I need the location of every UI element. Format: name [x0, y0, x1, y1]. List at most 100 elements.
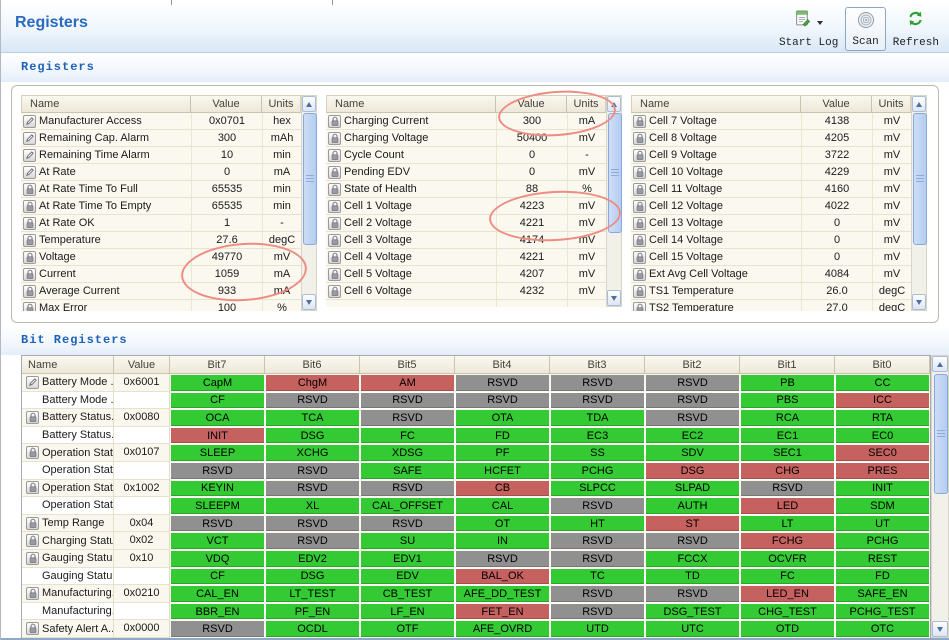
register-row[interactable]: Pending EDV 0 mV [326, 164, 606, 181]
scroll-up-button[interactable] [912, 96, 926, 112]
register-units: mA [578, 115, 596, 127]
register-row[interactable]: Cell 12 Voltage 4022 mV [631, 198, 911, 215]
register-row[interactable]: Cell 15 Voltage 0 mV [631, 249, 911, 266]
register-row[interactable]: Manufacturer Access 0x0701 hex [21, 113, 301, 130]
bit-register-row[interactable]: Battery Status... 0x0080 OCA TCA RSVD OT… [22, 409, 930, 427]
bit-register-row[interactable]: Manufacturing... BBR_EN PF_EN LF_EN FET_… [22, 602, 930, 621]
bit-register-row[interactable]: Operation Stat... RSVD RSVD SAFE HCFET P… [22, 461, 930, 480]
register-units: - [585, 149, 589, 161]
start-log-dropdown-caret[interactable] [817, 21, 824, 25]
bit-register-row[interactable]: Gauging Statu... 0x10 VDQ EDV2 EDV1 RSVD… [22, 549, 930, 568]
scroll-up-button[interactable] [607, 96, 621, 112]
register-name: Cell 9 Voltage [649, 149, 717, 161]
column-header-bit5: Bit5 [360, 356, 455, 373]
bit-register-row[interactable]: Manufacturing... 0x0210 CAL_EN LT_TEST C… [22, 585, 930, 603]
register-row[interactable] [326, 300, 606, 307]
scroll-down-button[interactable] [912, 294, 926, 310]
start-log-button[interactable]: Start Log [772, 7, 845, 51]
scroll-down-button[interactable] [932, 621, 948, 637]
register-row[interactable]: Average Current 933 mA [21, 283, 301, 300]
bit-register-row[interactable]: Charging Status 0x02 VCT RSVD SU IN RSVD… [22, 532, 930, 550]
register-row[interactable]: State of Health 88 % [326, 181, 606, 198]
register-value: 4232 [497, 283, 568, 299]
register-units: mV [578, 166, 596, 178]
register-row[interactable]: Charging Voltage 50400 mV [326, 130, 606, 147]
register-row[interactable]: Cycle Count 0 - [326, 147, 606, 164]
register-row[interactable]: Cell 9 Voltage 3722 mV [631, 147, 911, 164]
register-row[interactable]: Cell 13 Voltage 0 mV [631, 215, 911, 232]
register-value: 27.6 [192, 232, 263, 248]
register-row[interactable]: Cell 6 Voltage 4232 mV [326, 283, 606, 300]
bit-register-row[interactable]: Battery Mode ... 0x6001 CapM ChgM AM RSV… [22, 374, 930, 392]
register-row[interactable]: Cell 8 Voltage 4205 mV [631, 130, 911, 147]
register-name: Cell 4 Voltage [344, 251, 412, 263]
register-row[interactable]: Remaining Cap. Alarm 300 mAh [21, 130, 301, 147]
scrollbar[interactable] [931, 355, 949, 638]
scrollbar[interactable] [301, 95, 317, 311]
scrollbar-thumb[interactable] [608, 113, 622, 233]
register-row[interactable]: Cell 3 Voltage 4174 mV [326, 232, 606, 249]
register-row[interactable]: Temperature 27.6 degC [21, 232, 301, 249]
register-row[interactable]: Remaining Time Alarm 10 min [21, 147, 301, 164]
bit-cell-bit5: XDSG [361, 445, 454, 461]
scrollbar-thumb[interactable] [913, 113, 927, 245]
bit-register-row[interactable]: Battery Mode ... CF RSVD RSVD RSVD RSVD … [22, 391, 930, 410]
bit-register-row[interactable]: Operation Stat... SLEEPM XL CAL_OFFSET C… [22, 497, 930, 515]
bit-cell-bit2: RSVD [646, 533, 739, 549]
register-value: 0 [192, 164, 263, 180]
register-row[interactable]: Cell 5 Voltage 4207 mV [326, 266, 606, 283]
scrollbar-thumb[interactable] [934, 374, 948, 494]
register-row[interactable]: Cell 11 Voltage 4160 mV [631, 181, 911, 198]
scroll-up-button[interactable] [932, 356, 948, 372]
register-row[interactable]: Cell 14 Voltage 0 mV [631, 232, 911, 249]
bit-cell-bit7: RSVD [171, 515, 264, 532]
register-row[interactable]: TS1 Temperature 26.0 degC [631, 283, 911, 300]
register-value: 0 [497, 164, 568, 180]
register-row[interactable]: Max Error 100 % [21, 300, 301, 311]
scrollbar[interactable] [606, 95, 622, 307]
refresh-button[interactable]: Refresh [886, 7, 946, 51]
lock-icon [26, 201, 33, 211]
lock-icon [331, 235, 338, 245]
register-table-1: Name Value Units Manufacturer Access [21, 95, 317, 311]
scroll-down-button[interactable] [607, 290, 621, 306]
register-row[interactable]: Cell 2 Voltage 4221 mV [326, 215, 606, 232]
register-row[interactable]: TS2 Temperature 27.0 degC [631, 300, 911, 311]
register-row[interactable]: Cell 4 Voltage 4221 mV [326, 249, 606, 266]
bit-cell-bit7: CAL_EN [171, 586, 264, 602]
register-row[interactable]: At Rate 0 mA [21, 164, 301, 181]
register-row[interactable]: Cell 10 Voltage 4229 mV [631, 164, 911, 181]
bit-register-value: 0x10 [114, 549, 170, 568]
register-name: Ext Avg Cell Voltage [649, 268, 748, 280]
scan-button[interactable]: Scan [845, 7, 886, 51]
scroll-up-button[interactable] [302, 96, 316, 112]
bit-register-row[interactable]: Battery Status... INIT DSG FC FD EC3 EC2… [22, 426, 930, 445]
bit-register-row[interactable]: Gauging Statu... CF DSG EDV BAL_OK TC TD… [22, 567, 930, 586]
row-access-icon [23, 284, 36, 298]
row-access-icon [633, 216, 646, 230]
row-access-icon [633, 165, 646, 179]
bit-cell-bit0: REST [836, 550, 929, 567]
bit-register-row[interactable]: Operation Stat... 0x0107 SLEEP XCHG XDSG… [22, 444, 930, 462]
register-row[interactable]: At Rate Time To Empty 65535 min [21, 198, 301, 215]
down-arrow-icon [916, 299, 922, 305]
register-row[interactable]: Cell 1 Voltage 4223 mV [326, 198, 606, 215]
bit-register-row[interactable]: Safety Alert A... 0x0000 RSVD OCDL OTF A… [22, 620, 930, 638]
register-row[interactable]: Voltage 49770 mV [21, 249, 301, 266]
register-value: 1 [192, 215, 263, 231]
bit-register-name: Operation Stat... [42, 499, 113, 512]
register-row[interactable]: At Rate Time To Full 65535 min [21, 181, 301, 198]
register-row[interactable]: Current 1059 mA [21, 266, 301, 283]
register-row[interactable]: At Rate OK 1 - [21, 215, 301, 232]
register-row[interactable]: Charging Current 300 mA [326, 113, 606, 130]
scroll-down-button[interactable] [302, 294, 316, 310]
bit-register-row[interactable]: Temp Range 0x04 RSVD RSVD RSVD OT HT ST … [22, 514, 930, 533]
row-access-icon [23, 131, 36, 145]
register-row[interactable]: Cell 7 Voltage 4138 mV [631, 113, 911, 130]
register-row[interactable]: Ext Avg Cell Voltage 4084 mV [631, 266, 911, 283]
lock-icon [29, 623, 36, 634]
bit-register-row[interactable]: Operation Stat... 0x1002 KEYIN RSVD RSVD… [22, 479, 930, 498]
scrollbar-thumb[interactable] [303, 113, 317, 245]
bit-cell-bit6: RSVD [266, 462, 359, 479]
scrollbar[interactable] [911, 95, 927, 311]
